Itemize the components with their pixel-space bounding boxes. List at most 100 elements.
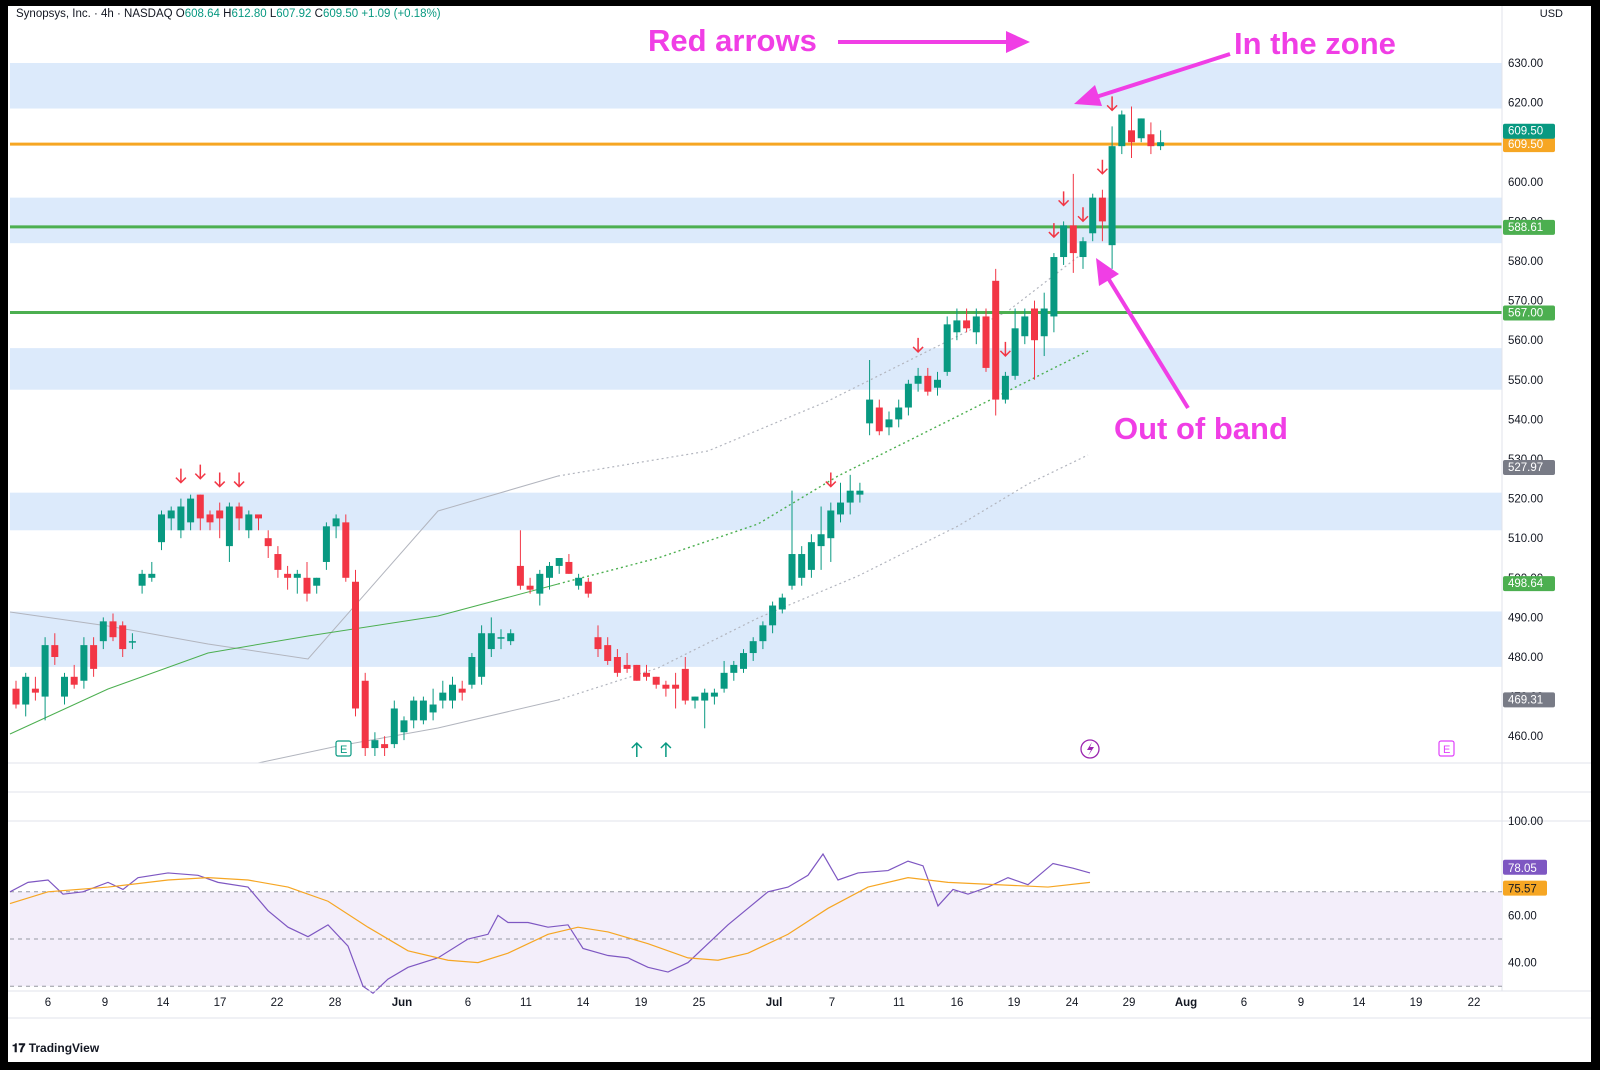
candle xyxy=(313,577,321,594)
price-tag-bg xyxy=(1503,123,1555,139)
candle xyxy=(963,308,971,333)
zone-band xyxy=(10,611,1502,667)
change-value: +1.09 (+0.18%) xyxy=(361,8,441,20)
buy-arrow-shape xyxy=(631,741,643,757)
candle-body xyxy=(963,320,971,329)
rsi-value-bg xyxy=(1503,859,1547,875)
y-tick-label: 620.00 xyxy=(1508,98,1543,110)
candle-body xyxy=(701,692,709,701)
annotation-in-the-zone: In the zone xyxy=(1234,26,1396,61)
candle-body xyxy=(555,558,563,566)
candle-body xyxy=(206,514,214,523)
candle xyxy=(206,510,214,531)
candle-body xyxy=(148,573,156,578)
price-tag: 609.50 xyxy=(1503,123,1555,139)
candle-body xyxy=(1001,375,1009,400)
x-tick-label: 24 xyxy=(1066,997,1079,1009)
candle-body xyxy=(322,526,330,562)
candle xyxy=(361,672,369,756)
candle-body xyxy=(468,657,476,685)
sell-arrow-shape xyxy=(1106,96,1118,112)
candle xyxy=(419,696,427,725)
sell-arrow-icon xyxy=(999,341,1011,357)
candle-body xyxy=(478,633,486,677)
candle xyxy=(255,514,262,531)
candle xyxy=(992,268,1000,416)
candle-body xyxy=(332,518,340,527)
candle-body xyxy=(196,494,204,519)
candle-body xyxy=(487,633,495,650)
x-tick-label: 17 xyxy=(214,997,227,1009)
candle-body xyxy=(128,641,136,643)
candle xyxy=(672,672,680,709)
candle xyxy=(953,308,961,341)
candle-body xyxy=(390,708,398,745)
y-tick-label: 490.00 xyxy=(1508,612,1543,624)
x-tick-label: Aug xyxy=(1175,997,1197,1009)
symbol-name[interactable]: Synopsys, Inc. · 4h · NASDAQ xyxy=(16,8,173,20)
y-tick-label: 460.00 xyxy=(1508,731,1543,743)
candle xyxy=(51,633,59,665)
sell-arrow-icon xyxy=(233,472,245,488)
price-tag-bg xyxy=(1503,460,1555,476)
rsi-ma-value-tag: 75.57 xyxy=(1503,880,1547,896)
candle-body xyxy=(565,561,573,574)
candle-body xyxy=(410,700,418,721)
price-tag-bg xyxy=(1503,219,1555,235)
candle xyxy=(371,732,379,756)
candle-body xyxy=(710,692,718,697)
rsi-ma-line xyxy=(9,877,1091,964)
price-tag-label: 609.50 xyxy=(1508,139,1543,151)
sell-arrow-icon xyxy=(194,464,206,480)
open-value: 608.64 xyxy=(184,8,220,20)
rsi-ma-value-bg xyxy=(1503,880,1547,896)
arrow-head-icon xyxy=(1074,85,1102,106)
candle-body xyxy=(740,653,747,669)
sell-arrow-icon xyxy=(1096,159,1108,175)
candle-body xyxy=(749,641,757,654)
arrow-line xyxy=(1106,276,1190,410)
candle xyxy=(1021,308,1029,345)
candle-body xyxy=(846,490,854,503)
price-tag-bg xyxy=(1503,137,1555,153)
candle xyxy=(1118,110,1126,155)
candle-body xyxy=(866,399,874,424)
tradingview-logo[interactable]: 𝟏𝟕 TradingView xyxy=(12,1041,100,1055)
candle-body xyxy=(352,581,359,709)
price-chart[interactable]: 630.00620.00610.00600.00590.00580.00570.… xyxy=(8,6,1591,1062)
candle-body xyxy=(80,645,88,681)
candle xyxy=(943,316,951,376)
candle xyxy=(322,522,330,570)
x-tick-label: 9 xyxy=(102,997,108,1009)
buy-arrow-icon xyxy=(631,741,643,757)
y-tick-label: 520.00 xyxy=(1508,494,1543,506)
price-tag-label: 469.31 xyxy=(1508,694,1543,706)
sell-arrow-icon xyxy=(175,468,187,484)
candle-body xyxy=(604,645,612,661)
candle-body xyxy=(381,744,389,749)
candle-body xyxy=(507,633,515,642)
rsi-value-tag: 78.05 xyxy=(1503,859,1547,875)
candle xyxy=(478,625,486,685)
candle-body xyxy=(769,605,777,626)
x-tick-label: 11 xyxy=(520,997,532,1009)
annotation-red-arrows: Red arrows xyxy=(648,23,817,58)
candle-body xyxy=(497,637,505,639)
candle-body xyxy=(982,316,990,368)
lower-band-line xyxy=(257,699,559,764)
price-tag-bg xyxy=(1503,692,1555,708)
sell-arrow-shape xyxy=(194,464,206,480)
candle-body xyxy=(361,680,369,749)
currency-label[interactable]: USD xyxy=(1539,8,1563,20)
candle-body xyxy=(992,280,1000,400)
candle-body xyxy=(594,637,602,650)
sell-arrow-icon xyxy=(1058,191,1070,207)
candle xyxy=(934,371,941,396)
candle-body xyxy=(652,676,660,685)
candle-body xyxy=(61,676,68,697)
rsi-y-tick-label: 100.00 xyxy=(1508,816,1543,828)
candle-body xyxy=(1157,142,1165,147)
sell-arrow-shape xyxy=(1096,159,1108,175)
candle-body xyxy=(51,645,59,657)
candle xyxy=(555,558,563,574)
